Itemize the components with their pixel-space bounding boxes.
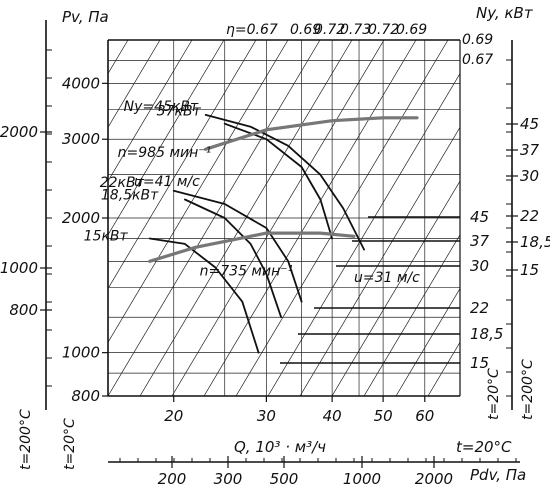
right-outer-tick-label: 18,5 [520, 233, 550, 251]
curves [148, 114, 419, 354]
right-tick-label-20C: 15 [470, 354, 489, 372]
efficiency-value: 0.69 [396, 22, 427, 38]
temp-label-right-outer: t=200°C [520, 359, 536, 420]
efficiency-line [331, 180, 460, 396]
right-outer-tick-label: 30 [520, 167, 539, 185]
dyn-tick-label: 300 [214, 470, 243, 488]
right-tick-label-20C: 45 [470, 208, 489, 226]
efficiency-line [108, 40, 257, 290]
y-tick-label: 4000 [62, 74, 100, 92]
right-outer-tick-label: 37 [520, 141, 540, 159]
y-tick-label: 800 [71, 387, 100, 405]
series-line [204, 114, 365, 251]
y-tick-label: 1000 [62, 344, 100, 362]
annotation-u41: u=41 м/c [134, 174, 200, 190]
temp-label-left-inner: t=20°C [62, 418, 78, 470]
series-label: n=985 мин⁻¹ [118, 145, 212, 161]
x-axis-label: Q, 10³ · м³/ч [234, 438, 326, 456]
series-label: 37кВт [157, 104, 202, 120]
temp-label-right-inner: t=20°C [486, 368, 502, 420]
efficiency-value: 0.72 [368, 22, 399, 38]
right-outer-tick-label: 22 [520, 207, 539, 225]
efficiency-line [267, 72, 460, 396]
efficiency-line [363, 234, 460, 396]
efficiency-line [108, 40, 225, 236]
dyn-tick-label: 1000 [343, 470, 381, 488]
y-axis-label: Pv, Па [62, 8, 109, 26]
dyn-tick-label: 2000 [415, 470, 453, 488]
series-line [172, 189, 303, 303]
efficiency-value: 0.69 [462, 32, 493, 48]
y-tick-label: 3000 [62, 130, 100, 148]
series-label: 18,5кВт [101, 187, 159, 203]
x-dynamic-axis-label: Pdv, Па [470, 466, 526, 484]
efficiency-lines [0, 40, 460, 396]
x-tick-label: 40 [323, 407, 342, 425]
efficiency-value: 0.67 [462, 52, 493, 68]
dyn-tick-label: 500 [270, 470, 299, 488]
efficiency-line [0, 40, 32, 396]
right-outer-tick-label: 45 [520, 115, 539, 133]
right-outer-tick-label: 15 [520, 261, 539, 279]
efficiency-line [299, 126, 460, 396]
dyn-tick-label: 200 [158, 470, 187, 488]
efficiency-value: 0.72 [314, 22, 345, 38]
efficiency-line [171, 40, 385, 396]
right-tick-label-20C: 18,5 [470, 325, 503, 343]
series-line [184, 198, 282, 319]
y-tick-label: 2000 [62, 209, 100, 227]
annotation-u31: u=31 м/c [354, 270, 420, 286]
temp-label-left-outer: t=200°C [18, 409, 34, 470]
series-label: Ny=45кВт [124, 99, 199, 115]
efficiency-line [108, 40, 161, 129]
grid [108, 40, 461, 396]
left-outer-tick-label: 1000 [0, 259, 38, 277]
efficiency-line [108, 40, 289, 343]
x-tick-label: 50 [374, 407, 393, 425]
series-label: 22кВт [100, 175, 145, 191]
efficiency-line [203, 40, 417, 396]
efficiency-label: η=0.67 [226, 22, 278, 38]
right-tick-label-20C: 37 [470, 232, 490, 250]
efficiency-line [395, 287, 460, 396]
series-line [204, 116, 419, 151]
right-tick-label-20C: 30 [470, 257, 489, 275]
y-right-axis-label: Ny, кВт [476, 4, 534, 22]
efficiency-line [139, 40, 353, 396]
temp-label-bottom: t=20°C [456, 438, 512, 456]
efficiency-line [108, 40, 193, 182]
series-label: n=735 мин⁻¹ [200, 263, 294, 279]
efficiency-value: 0.73 [340, 22, 371, 38]
x-tick-label: 20 [164, 407, 183, 425]
x-tick-label: 30 [257, 407, 276, 425]
efficiency-line [235, 40, 449, 396]
series-label: 15кВт [84, 228, 129, 244]
x-tick-label: 60 [415, 407, 434, 425]
efficiency-line [108, 40, 321, 396]
left-outer-tick-label: 2000 [0, 123, 38, 141]
efficiency-line [0, 40, 64, 396]
left-outer-tick-label: 800 [9, 301, 38, 319]
efficiency-value: 0.69 [290, 22, 321, 38]
series-line [148, 237, 260, 354]
right-tick-label-20C: 22 [470, 299, 489, 317]
series-line [148, 231, 356, 263]
